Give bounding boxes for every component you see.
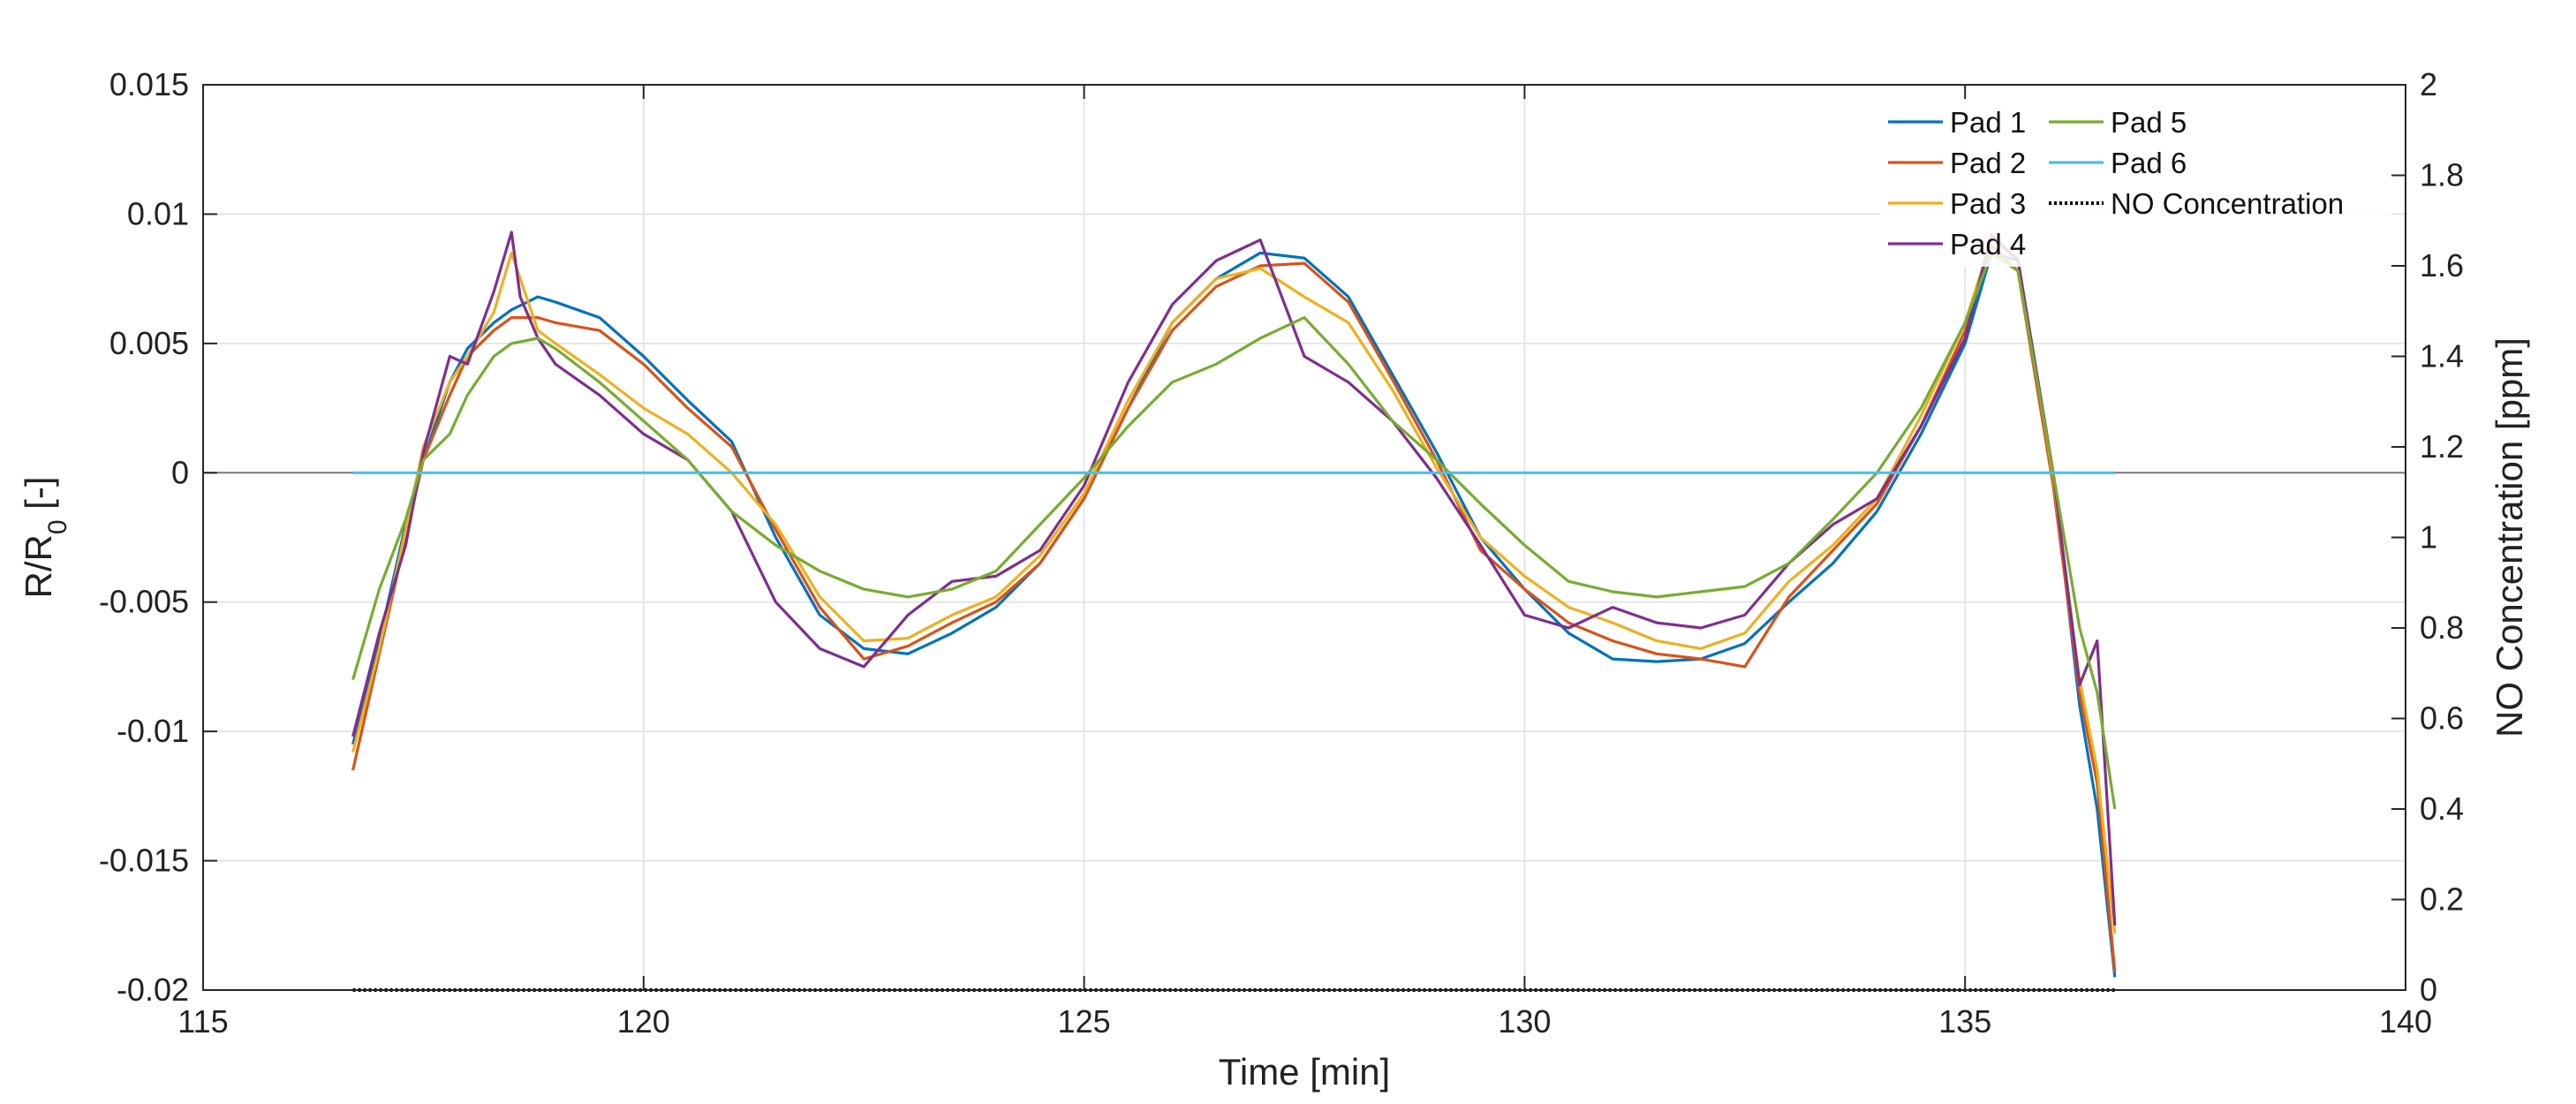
legend-background — [1879, 99, 2391, 267]
series-line-pad-5 — [351, 251, 2117, 810]
legend-label: NO Concentration — [2111, 187, 2344, 220]
legend-label: Pad 1 — [1950, 106, 2026, 139]
axes-layer: 115 120 125 130 135 140-0.02-0.015-0.01-0.005… — [99, 66, 2464, 1040]
y-left-tick-label: -0.01 — [117, 713, 189, 749]
legend-label: Pad 6 — [2111, 147, 2187, 179]
x-tick-label: 130 — [1498, 1003, 1551, 1040]
y-axis-left-label-unit: [-] — [18, 476, 59, 519]
y-right-tick-label: 0 — [2420, 972, 2437, 1008]
y-right-tick-label: 0.4 — [2420, 790, 2464, 827]
x-tick-label: 120 — [617, 1003, 670, 1040]
legend-label: Pad 5 — [2111, 106, 2187, 139]
y-left-tick-label: -0.015 — [99, 843, 189, 879]
y-left-tick-label: -0.02 — [117, 972, 189, 1008]
y-left-tick-label: 0.005 — [110, 325, 189, 361]
y-left-tick-label: 0.015 — [110, 66, 189, 102]
y-right-tick-label: 1.8 — [2420, 157, 2464, 193]
y-right-tick-label: 0.6 — [2420, 700, 2464, 737]
y-right-tick-label: 1.4 — [2420, 338, 2464, 374]
series-layer — [351, 231, 2117, 992]
series-line-pad-4 — [351, 231, 2117, 926]
y-axis-right-label: NO Concentration [ppm] — [2489, 337, 2530, 737]
y-right-tick-label: 1 — [2420, 519, 2437, 556]
x-tick-label: 115 — [178, 1003, 228, 1040]
legend-label: Pad 4 — [1950, 228, 2026, 261]
x-axis-label: Time [min] — [1219, 1051, 1390, 1093]
y-axis-left-label-subscript: 0 — [43, 519, 72, 534]
y-right-tick-label: 2 — [2420, 66, 2437, 102]
series-line-pad-1 — [351, 251, 2117, 978]
y-right-tick-label: 1.2 — [2420, 428, 2464, 465]
y-axis-left-label: R/R0 [-] — [18, 476, 72, 598]
x-tick-label: 140 — [2379, 1003, 2432, 1040]
x-tick-label: 135 — [1938, 1003, 1991, 1040]
legend-label: Pad 2 — [1950, 147, 2026, 179]
legend-label: Pad 3 — [1950, 187, 2026, 220]
y-left-tick-label: 0 — [171, 454, 189, 490]
y-right-tick-label: 0.2 — [2420, 881, 2464, 918]
legend: Pad 1 Pad 2 Pad 3 Pad 4 Pad 5 Pad 6 NO Concent… — [1879, 99, 2391, 267]
y-left-tick-label: -0.005 — [99, 584, 189, 620]
y-left-tick-label: 0.01 — [127, 195, 189, 231]
y-right-tick-label: 0.8 — [2420, 609, 2464, 646]
y-right-tick-label: 1.6 — [2420, 247, 2464, 284]
y-axis-left-label-main: R/R — [18, 534, 59, 598]
x-tick-label: 125 — [1058, 1003, 1111, 1040]
